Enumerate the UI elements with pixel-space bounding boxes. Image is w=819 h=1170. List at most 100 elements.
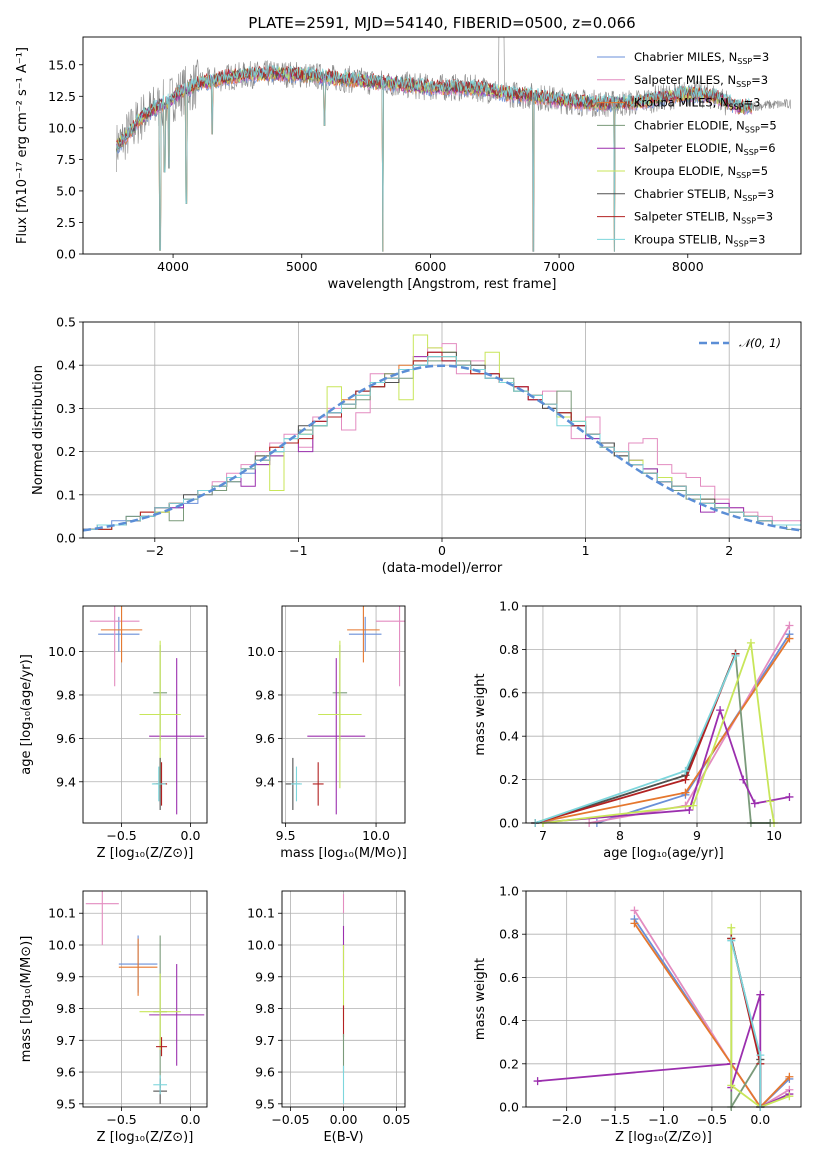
legend-label-text: Chabrier ELODIE, N [634, 118, 745, 132]
y-tick-label: 15.0 [48, 57, 76, 72]
weight-line-kroupa-miles [633, 922, 791, 1109]
legend-label: Kroupa ELODIE, NSSP=5 [634, 164, 768, 180]
legend-label-text: Salpeter MILES, N [634, 73, 736, 87]
y-tick-label: 0.0 [499, 816, 519, 831]
axes-frame [82, 890, 208, 1108]
y-tick-label: 10.0 [247, 644, 275, 659]
weight-marker [746, 638, 755, 647]
gaussian-curve [83, 364, 801, 532]
legend-label-text: Kroupa MILES, N [634, 96, 729, 110]
x-tick-label: 2 [725, 543, 733, 558]
x-axis-label: Z [log₁₀(Z/Z⊙)] [97, 1130, 194, 1145]
y-tick-label: 9.4 [56, 774, 76, 789]
legend-label-text: Chabrier MILES, N [634, 50, 737, 64]
model-spectrum-kroupa-stelib [116, 65, 753, 252]
x-tick-label: 6000 [415, 259, 447, 274]
weight-marker [727, 1081, 736, 1090]
x-tick-label: 5000 [286, 259, 318, 274]
legend-label: Salpeter STELIB, NSSP=3 [634, 210, 773, 226]
weight-line-kroupa-stelib [534, 655, 737, 824]
legend-label: Chabrier MILES, NSSP=3 [634, 50, 769, 66]
x-tick-label: −0.05 [271, 1112, 309, 1127]
weight-line-salpeter-elodie [535, 707, 790, 824]
chart-title: PLATE=2591, MJD=54140, FIBERID=0500, z=0… [248, 14, 635, 32]
weight-marker [685, 805, 694, 814]
y-tick-label: 1.0 [499, 884, 519, 899]
weight-marker [756, 1051, 765, 1060]
legend-label-tail: =3 [749, 232, 766, 246]
x-tick-label: 1 [582, 543, 590, 558]
legend-label-subscript: SSP [736, 171, 751, 180]
x-tick-label: 0.0 [181, 828, 201, 843]
x-tick-label: 8 [616, 828, 624, 843]
x-axis-label: E(B-V) [323, 1130, 363, 1145]
legend-label: Kroupa MILES, NSSP=3 [634, 96, 760, 112]
weight-marker [630, 919, 639, 928]
x-tick-label: −2.0 [551, 1112, 581, 1127]
weight-marker [727, 923, 736, 932]
axes-frame [82, 605, 208, 824]
legend-label: Salpeter ELODIE, NSSP=6 [634, 141, 776, 157]
legend-label-subscript: SSP [734, 239, 749, 248]
y-axis-label: Normed distribution [31, 365, 46, 495]
weight-line-chabrier-elodie [730, 938, 762, 1111]
legend-label-text: Salpeter ELODIE, N [634, 141, 744, 155]
y-tick-label: 9.8 [56, 687, 76, 702]
weight-marker [681, 766, 690, 775]
y-tick-label: 10.0 [48, 644, 76, 659]
weight-line-chabrier-elodie [534, 653, 771, 824]
y-tick-label: 9.5 [56, 1096, 76, 1111]
axes-frame [82, 36, 802, 255]
y-tick-label: 0.8 [499, 642, 519, 657]
histogram-kroupa-stelib [83, 356, 801, 538]
y-tick-label: 9.8 [56, 1001, 76, 1016]
legend-label-subscript: SSP [737, 57, 752, 66]
x-tick-label: 8000 [672, 259, 704, 274]
weight-marker [785, 792, 794, 801]
weight-marker [785, 1092, 794, 1101]
x-tick-label: 0.0 [750, 1112, 770, 1127]
y-tick-label: 9.9 [56, 969, 76, 984]
x-tick-label: 9.5 [276, 828, 296, 843]
legend-label-text: Kroupa ELODIE, N [634, 164, 736, 178]
legend-label-tail: =5 [751, 164, 768, 178]
weight-marker [750, 799, 759, 808]
x-tick-label: 7000 [543, 259, 575, 274]
legend-label: Chabrier STELIB, NSSP=3 [634, 187, 774, 203]
y-tick-label: 10.1 [48, 906, 76, 921]
legend-label-text: Salpeter STELIB, N [634, 210, 741, 224]
axes-frame [525, 605, 802, 824]
y-tick-label: 9.4 [255, 774, 275, 789]
y-tick-label: 0.4 [499, 729, 519, 744]
x-tick-label: −1 [289, 543, 307, 558]
legend-label-tail: =3 [756, 210, 773, 224]
y-tick-label: 12.5 [48, 89, 76, 104]
y-tick-label: 0.0 [56, 247, 76, 262]
y-tick-label: 10.0 [48, 938, 76, 953]
legend-label: 𝒩(0, 1) [739, 336, 781, 350]
legend-label-subscript: SSP [745, 125, 760, 134]
residuals-axes: −2 −1 0 1 2 0.0 0.1 0.2 0.3 0.4 0.5 (data-model)/er… [31, 315, 801, 576]
legend-label-subscript: SSP [741, 217, 756, 226]
legend-label-tail: =3 [751, 73, 768, 87]
x-tick-label: −0.5 [697, 1112, 727, 1127]
y-tick-label: 9.6 [255, 1065, 275, 1080]
x-axis-label: age [log₁₀(age/yr)] [603, 846, 724, 861]
x-axis-label: Z [log₁₀(Z/Z⊙)] [97, 846, 194, 861]
weight-marker [533, 1077, 542, 1086]
legend-label-subscript: SSP [736, 80, 751, 89]
legend-label: Kroupa STELIB, NSSP=3 [634, 232, 765, 248]
axes-frame [281, 890, 406, 1108]
weight-line-kroupa-elodie [730, 927, 790, 1109]
age-vs-Z-axes: −0.5 0.0 9.4 9.6 9.8 10.0 Z [log₁₀(Z/Z⊙)] age [… [19, 606, 207, 861]
weight-marker [630, 906, 639, 915]
y-tick-label: 0.2 [499, 1056, 519, 1071]
axes-frame [82, 321, 802, 539]
x-tick-label: 9 [693, 828, 701, 843]
y-tick-label: 9.6 [255, 731, 275, 746]
x-tick-label: 0.05 [383, 1112, 411, 1127]
weight-marker [766, 797, 775, 806]
y-tick-label: 9.7 [56, 1033, 76, 1048]
y-tick-label: 0.1 [56, 487, 76, 502]
legend-label: Chabrier ELODIE, NSSP=5 [634, 118, 777, 134]
